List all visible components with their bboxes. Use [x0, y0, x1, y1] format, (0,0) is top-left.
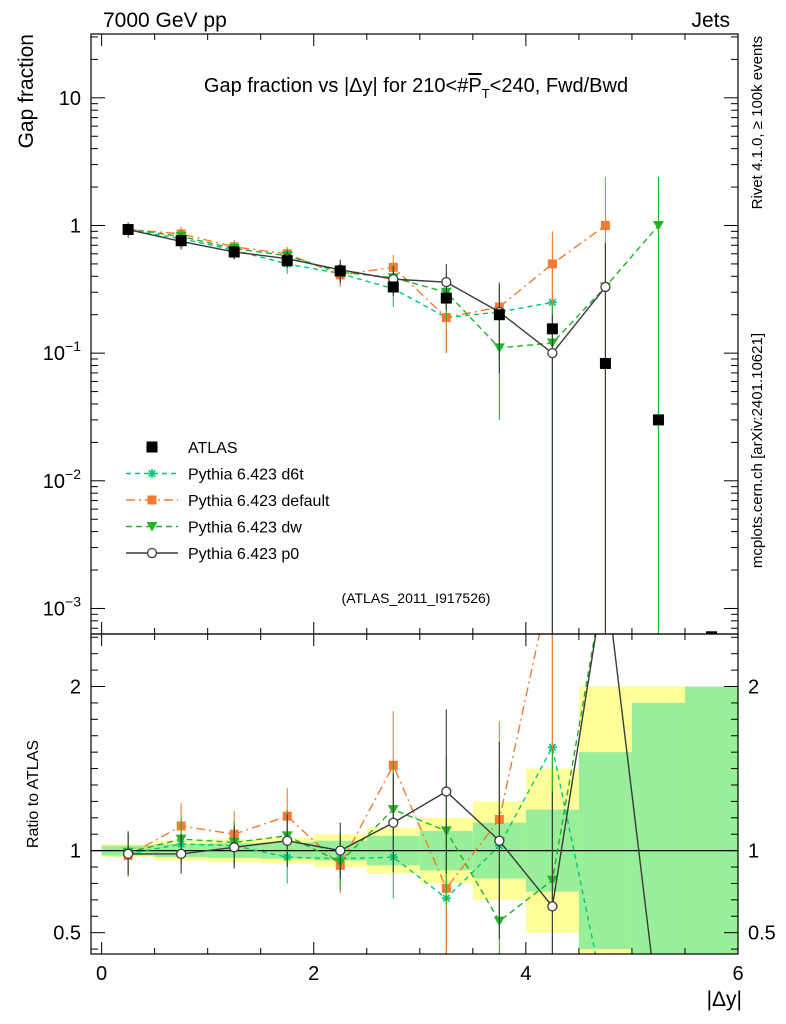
legend-label-4: Pythia 6.423 p0 [188, 546, 299, 563]
ratio-ytick-label-right-2: 0.5 [748, 923, 776, 945]
main-point-2-10 [652, 220, 664, 231]
y-axis-label-ratio: Ratio to ATLAS [25, 740, 42, 848]
ratio-point-3-0 [122, 848, 134, 860]
atlas-point-11 [705, 631, 717, 634]
legend-marker-1 [147, 469, 157, 478]
main-panel-frame [90, 33, 739, 635]
main-ytick-label-3: 10−2 [43, 466, 81, 493]
y-axis-label-main: Gap fraction [15, 34, 38, 148]
rivet-label: Rivet 4.1.0, ≥ 100k events [749, 36, 766, 209]
ratio-ytick-label-right-1: 1 [748, 841, 759, 863]
header-right: Jets [691, 9, 730, 32]
main-ytick-label-4: 10−3 [43, 593, 81, 620]
atlas-point-1 [175, 235, 187, 247]
chart-title-p: P [468, 75, 481, 97]
ratio-panel-frame [90, 633, 739, 955]
chart-title-t: T [482, 86, 490, 101]
ratio-ytick-label-left-2: 0.5 [53, 923, 81, 945]
chart-title-part-b: <240, Fwd/Bwd [490, 75, 628, 97]
atlas-point-3 [281, 255, 293, 267]
legend-label-1: Pythia 6.423 d6t [188, 467, 304, 484]
main-ytick-label-0: 10 [59, 88, 81, 110]
atlas-point-0 [122, 224, 134, 236]
x-tick-label-2: 4 [520, 963, 531, 985]
x-tick-label-3: 6 [732, 963, 743, 985]
ratio-panel-curves [122, 634, 652, 954]
atlas-point-6 [440, 292, 452, 304]
band-green-10 [631, 702, 685, 954]
main-ytick-exp-2: −1 [65, 338, 81, 354]
x-tick-label-1: 2 [308, 963, 319, 985]
main-point-3-6 [441, 276, 452, 288]
ratio-uncertainty-bands [91, 686, 738, 954]
main-panel-curves [122, 176, 717, 634]
main-point-1-8 [547, 259, 557, 269]
ratio-ytick-label-left-1: 1 [70, 841, 81, 863]
analysis-id: (ATLAS_2011_I917526) [342, 590, 491, 606]
ratio-ytick-label-left-0: 2 [70, 677, 81, 699]
main-ytick-exp-4: −3 [65, 593, 81, 609]
main-ytick-base-2: 10 [43, 343, 65, 365]
legend-label-0: ATLAS [188, 440, 238, 457]
main-line-1 [128, 224, 606, 319]
ratio-point-3-5 [388, 817, 399, 828]
header-left: 7000 GeV pp [103, 9, 227, 32]
x-axis-label: |Δy| [707, 988, 742, 1011]
atlas-point-4 [334, 265, 346, 277]
atlas-point-2 [228, 246, 240, 258]
ratio-point-3-7 [494, 835, 505, 846]
atlas-point-5 [387, 281, 399, 293]
main-point-1-9 [600, 220, 610, 230]
chart-title: Gap fraction vs |Δy| for 210<#PT<240, Fw… [204, 75, 628, 101]
ratio-point-3-4 [335, 845, 346, 856]
mcplots-label: mcplots.cern.ch [arXiv:2401.10621] [749, 333, 766, 568]
legend-marker-3 [146, 522, 158, 532]
legend: ATLAS Pythia 6.423 d6t Pythia 6.423 defaul… [126, 440, 330, 563]
atlas-point-9 [599, 357, 611, 369]
band-green-11 [684, 686, 738, 954]
ratio-line-1 [127, 634, 541, 890]
atlas-point-7 [493, 309, 505, 321]
legend-marker-4 [146, 547, 158, 559]
atlas-point-8 [546, 323, 558, 335]
x-tick-label-0: 0 [96, 963, 107, 985]
ratio-point-3-2 [229, 842, 240, 853]
legend-label-3: Pythia 6.423 dw [188, 520, 302, 537]
main-ytick-base-4: 10 [43, 598, 65, 620]
legend-marker-2 [147, 495, 157, 505]
main-point-3-9 [600, 281, 611, 293]
ratio-ytick-label-right-0: 2 [748, 677, 759, 699]
atlas-point-10 [652, 414, 664, 426]
main-point-3-8 [547, 347, 558, 359]
ratio-point-3-8 [547, 901, 558, 912]
ratio-point-3-1 [176, 848, 187, 860]
ratio-point-3-3 [282, 835, 293, 846]
main-line-3 [127, 228, 606, 355]
legend-marker-0 [146, 441, 158, 453]
main-ytick-label-2: 10−1 [43, 338, 81, 365]
main-ytick-exp-3: −2 [65, 466, 81, 482]
ratio-point-3-6 [441, 786, 452, 797]
legend-label-2: Pythia 6.423 default [188, 493, 330, 510]
chart-title-part-a: Gap fraction vs |Δy| for 210<# [204, 75, 469, 97]
main-ytick-label-1: 1 [70, 215, 81, 237]
main-ytick-base-3: 10 [43, 471, 65, 493]
